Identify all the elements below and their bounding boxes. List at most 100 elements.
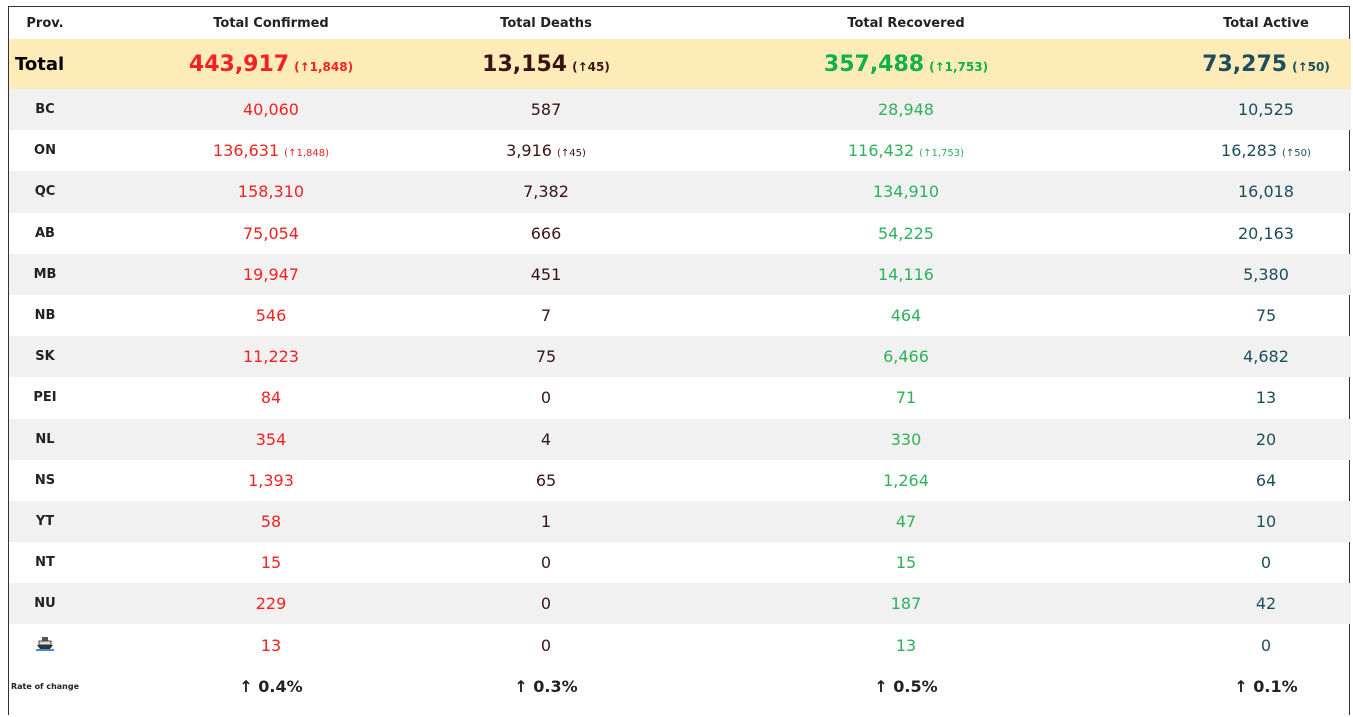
recovered-cell: Total Recovered	[631, 7, 1181, 39]
prov-cell: NB	[34, 308, 56, 324]
active-value: 16,283	[1221, 141, 1278, 161]
deaths-value: ↑ 0.3%	[514, 677, 578, 697]
active-value: 13	[1255, 388, 1277, 408]
prov-cell: SK	[9, 336, 81, 378]
prov-cell: YT	[9, 500, 81, 543]
prov-cell: NT	[35, 555, 55, 571]
recovered-cell: 28,948	[631, 89, 1181, 131]
active-cell: 73,275 (↑50)	[1181, 39, 1351, 89]
prov-cell: BC	[9, 89, 81, 131]
confirmed-cell: 19,947	[81, 253, 461, 295]
confirmed-value: 58	[260, 511, 282, 531]
recovered-change: (↑1,753)	[919, 148, 964, 160]
deaths-value: 1	[540, 511, 552, 531]
recovered-cell: 116,432 (↑1,753)	[631, 130, 1181, 171]
recovered-change: (↑1,753)	[929, 59, 989, 74]
confirmed-value: 546	[255, 306, 287, 326]
deaths-cell: 3,916 (↑45)	[461, 130, 631, 171]
active-value: 0	[1260, 553, 1272, 573]
confirmed-cell: 546	[81, 295, 461, 336]
table-row: MB 19,947 451 14,116 5,380	[9, 253, 1351, 295]
covid-table: Prov. Total Confirmed Total Deaths Total Re…	[9, 7, 1351, 708]
deaths-value: 7	[540, 306, 552, 326]
recovered-value: 6,466	[883, 347, 929, 367]
recovered-cell: 134,910	[631, 171, 1181, 213]
confirmed-value: 1,393	[248, 470, 294, 490]
deaths-cell: 75	[461, 336, 631, 378]
active-cell: 16,018	[1181, 171, 1351, 213]
active-cell: 0	[1181, 542, 1351, 583]
confirmed-cell: 75,054	[81, 213, 461, 254]
prov-cell: Rate of change	[10, 682, 80, 692]
active-cell: 42	[1181, 583, 1351, 625]
deaths-value: Total Deaths	[500, 15, 592, 31]
deaths-value: 0	[540, 635, 552, 655]
deaths-value: 666	[530, 223, 562, 243]
confirmed-cell: 158,310	[81, 171, 461, 213]
recovered-cell: 330	[631, 418, 1181, 460]
confirmed-cell: 15	[81, 542, 461, 583]
recovered-cell: 357,488 (↑1,753)	[631, 39, 1181, 89]
table-row: Rate of change ↑ 0.4% ↑ 0.3% ↑ 0.5% ↑ 0.1%	[9, 666, 1351, 708]
active-change: (↑50)	[1292, 59, 1330, 74]
prov-cell: PEI	[33, 390, 57, 406]
table-row: YT 58 1 47 10	[9, 500, 1351, 543]
table-row: ON 136,631 (↑1,848) 3,916 (↑45) 116,432 (↑1,75…	[9, 130, 1351, 171]
table-row: QC 158,310 7,382 134,910 16,018	[9, 171, 1351, 213]
confirmed-value: ↑ 0.4%	[239, 677, 303, 697]
confirmed-cell: 58	[81, 500, 461, 543]
deaths-cell: 0	[461, 542, 631, 583]
active-cell: 10,525	[1181, 89, 1351, 131]
confirmed-cell: 229	[81, 583, 461, 625]
prov-cell: QC	[9, 171, 81, 213]
recovered-cell: 54,225	[631, 213, 1181, 254]
recovered-value: 357,488	[823, 51, 925, 77]
deaths-cell: ↑ 0.3%	[461, 666, 631, 708]
table-row: SK 11,223 75 6,466 4,682	[9, 336, 1351, 378]
prov-cell: Total	[9, 39, 81, 89]
deaths-value: 75	[535, 347, 557, 367]
deaths-cell: 666	[461, 213, 631, 254]
deaths-cell: 0	[461, 377, 631, 418]
table-row: PEI 84 0 71 13	[9, 377, 1351, 418]
recovered-value: 116,432	[848, 141, 915, 161]
active-value: 10,525	[1238, 100, 1294, 120]
active-cell: Total Active	[1181, 7, 1351, 39]
confirmed-value: 13	[260, 635, 282, 655]
active-value: 20	[1255, 429, 1277, 449]
recovered-value: 13	[895, 635, 917, 655]
active-cell: 10	[1181, 500, 1351, 543]
table-row: NL 354 4 330 20	[9, 418, 1351, 460]
recovered-cell: 6,466	[631, 336, 1181, 378]
deaths-value: 0	[540, 388, 552, 408]
recovered-cell: 464	[631, 295, 1181, 336]
deaths-cell: 13,154 (↑45)	[461, 39, 631, 89]
deaths-cell: 1	[461, 500, 631, 543]
active-cell: 13	[1181, 377, 1351, 418]
deaths-cell: 7,382	[461, 171, 631, 213]
deaths-value: 3,916	[506, 141, 552, 161]
deaths-cell: 0	[461, 583, 631, 625]
recovered-value: 15	[895, 553, 917, 573]
recovered-value: 54,225	[878, 223, 934, 243]
active-cell: 75	[1181, 295, 1351, 336]
confirmed-value: 354	[255, 429, 287, 449]
recovered-cell: 13	[631, 624, 1181, 665]
deaths-value: 65	[535, 470, 557, 490]
deaths-cell: 65	[461, 460, 631, 501]
recovered-value: 71	[895, 388, 917, 408]
deaths-cell: 0	[461, 624, 631, 665]
deaths-value: 587	[530, 100, 562, 120]
recovered-value: Total Recovered	[847, 15, 965, 31]
active-cell: 4,682	[1181, 336, 1351, 378]
recovered-value: 47	[895, 511, 917, 531]
deaths-value: 7,382	[523, 182, 569, 202]
prov-cell: ON	[34, 143, 56, 159]
table-body: Prov. Total Confirmed Total Deaths Total Re…	[9, 7, 1351, 708]
recovered-value: 14,116	[878, 264, 934, 284]
confirmed-value: Total Confirmed	[213, 15, 329, 31]
prov-cell: AB	[35, 225, 55, 241]
recovered-cell: 15	[631, 542, 1181, 583]
active-value: 20,163	[1238, 223, 1294, 243]
